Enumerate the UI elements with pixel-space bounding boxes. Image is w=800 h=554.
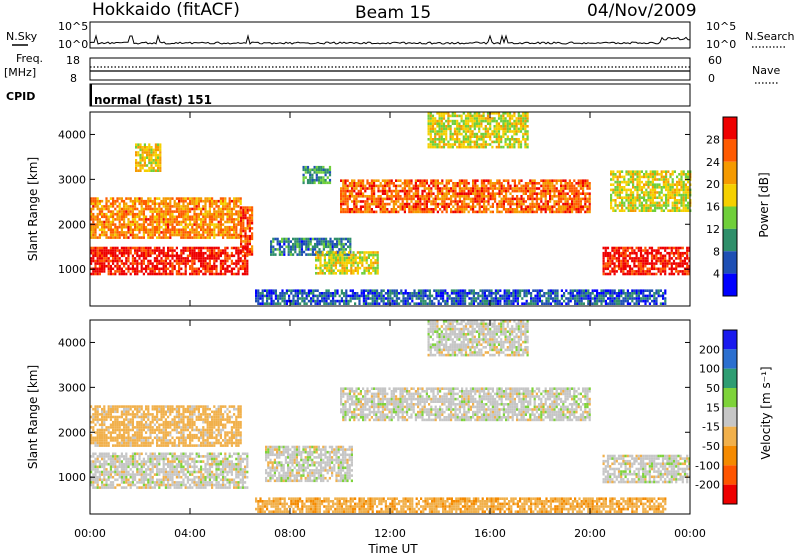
freq-label-1: Freq. — [16, 52, 43, 65]
colorbar-swatch-0 — [723, 330, 737, 350]
colorbar-swatch-5 — [723, 426, 737, 446]
colorbar-tick-1: 100 — [699, 363, 720, 376]
noise-panel: N.Sky 10^5 10^0 10^5 10^0 N.Search — [6, 20, 795, 51]
colorbar-tick-4: -15 — [702, 421, 720, 434]
x-axis-label: Time UT — [367, 542, 418, 554]
colorbar-swatch-2 — [723, 368, 737, 388]
colorbar-swatch-4 — [723, 206, 737, 229]
freq-tick-top: 18 — [66, 54, 80, 67]
noise-left-tick-top: 10^5 — [58, 20, 88, 33]
echo-region-7 — [588, 210, 591, 214]
xtick-4: 16:00 — [474, 527, 506, 540]
echo-region-1 — [239, 441, 242, 445]
colorbar-tick-0: 200 — [699, 343, 720, 356]
echo-region-2 — [588, 418, 591, 422]
echo-region-3 — [350, 479, 353, 483]
ytick-2000: 2000 — [58, 218, 86, 231]
xtick-1: 04:00 — [174, 527, 206, 540]
xtick-5: 20:00 — [574, 527, 606, 540]
colorbar-swatch-6 — [723, 446, 737, 466]
freq-panel: Freq. [MHz] 18 8 60 0 Nave — [4, 52, 780, 85]
colorbar-tick-3: 16 — [706, 201, 720, 214]
date-title: 04/Nov/2009 — [587, 1, 697, 21]
ytick-3000: 3000 — [58, 381, 86, 394]
colorbar-swatch-8 — [723, 484, 737, 504]
colorbar-swatch-4 — [723, 407, 737, 427]
echo-region-5 — [376, 272, 379, 275]
cpid-panel: CPID normal (fast) 151 — [6, 83, 691, 107]
xtick-3: 12:00 — [374, 527, 406, 540]
ytick-3000: 3000 — [58, 173, 86, 186]
colorbar-swatch-2 — [723, 161, 737, 185]
colorbar-tick-7: -200 — [695, 479, 720, 492]
cpid-mode: normal (fast) 151 — [94, 93, 212, 107]
echo-region-6 — [526, 353, 529, 357]
colorbar-tick-1: 24 — [706, 156, 720, 169]
ytick-2000: 2000 — [58, 426, 86, 439]
freq-tick-bottom: 8 — [70, 72, 77, 85]
echo-region-2 — [159, 169, 162, 172]
noise-left-tick-bottom: 10^0 — [58, 38, 88, 51]
ytick-1000: 1000 — [58, 471, 86, 484]
power-colorbar: 28 24 20 16 12 8 4 — [706, 116, 738, 297]
colorbar-swatch-6 — [723, 251, 737, 274]
nave-tick-top: 60 — [708, 54, 722, 67]
echo-region-4 — [664, 507, 667, 511]
colorbar-swatch-3 — [723, 184, 737, 207]
echo-region-3 — [251, 253, 254, 256]
colorbar-tick-4: 12 — [706, 223, 720, 236]
velocity-colorbar-label: Velocity [m s⁻¹] — [759, 366, 773, 459]
echo-region-6 — [328, 181, 332, 185]
cpid-label: CPID — [6, 90, 35, 103]
xtick-0: 00:00 — [74, 527, 106, 540]
velocity-panel: 1000 2000 3000 4000 Slant Range [km] 200 100… — [26, 319, 773, 515]
beam-title: Beam 15 — [355, 3, 431, 23]
colorbar-tick-6: 4 — [713, 268, 720, 281]
colorbar-swatch-1 — [723, 349, 737, 369]
colorbar-tick-2: 20 — [706, 178, 720, 191]
colorbar-tick-0: 28 — [706, 133, 720, 146]
echo-region-0 — [246, 486, 249, 489]
ytick-1000: 1000 — [58, 263, 86, 276]
power-ylabel: Slant Range [km] — [26, 157, 40, 261]
noise-right-label: N.Search — [745, 30, 795, 43]
velocity-ylabel: Slant Range [km] — [26, 365, 40, 469]
noise-right-tick-top: 10^5 — [706, 20, 736, 33]
colorbar-swatch-7 — [723, 465, 737, 485]
noise-left-label: N.Sky — [6, 30, 38, 43]
noise-right-tick-bottom: 10^0 — [706, 38, 736, 51]
colorbar-swatch-1 — [723, 139, 737, 162]
freq-label-2: [MHz] — [4, 66, 36, 79]
noise-sky-trace — [89, 34, 691, 45]
colorbar-tick-5: -50 — [702, 440, 720, 453]
xtick-6: 00:00 — [674, 527, 706, 540]
ytick-4000: 4000 — [58, 336, 86, 349]
echo-region-10 — [688, 272, 691, 276]
colorbar-swatch-3 — [723, 388, 737, 408]
velocity-echo-data — [90, 320, 691, 513]
power-colorbar-label: Power [dB] — [757, 172, 771, 237]
time-axis: 00:00 04:00 08:00 12:00 16:00 20:00 00:00 — [74, 112, 706, 540]
echo-region-8 — [526, 145, 529, 149]
echo-region-9 — [664, 302, 667, 305]
ytick-4000: 4000 — [58, 128, 86, 141]
colorbar-tick-3: 15 — [706, 401, 720, 414]
colorbar-tick-2: 50 — [706, 382, 720, 395]
colorbar-swatch-0 — [723, 117, 737, 140]
power-echo-data — [90, 112, 692, 305]
power-panel: 1000 2000 3000 4000 Slant Range [km] 28 24 20… — [26, 111, 771, 307]
station-title: Hokkaido (fitACF) — [92, 0, 240, 20]
nave-tick-bottom: 0 — [708, 72, 715, 85]
xtick-2: 08:00 — [274, 527, 306, 540]
velocity-colorbar: 200 100 50 15 -15 -50 -100 -200 — [695, 329, 738, 505]
colorbar-swatch-5 — [723, 228, 737, 252]
colorbar-tick-5: 8 — [713, 245, 720, 258]
colorbar-tick-6: -100 — [695, 459, 720, 472]
echo-region-0 — [246, 272, 249, 276]
colorbar-swatch-7 — [723, 273, 737, 296]
nave-label: Nave — [752, 64, 780, 77]
